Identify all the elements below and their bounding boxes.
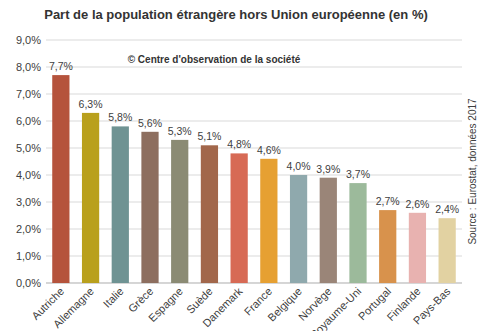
data-label: 7,7%	[49, 60, 73, 72]
y-tick-label: 1,0%	[16, 250, 41, 262]
y-tick-label: 5,0%	[16, 142, 41, 154]
data-label: 5,6%	[138, 117, 162, 129]
x-tick-label: Allemagne	[51, 285, 96, 330]
data-label: 6,3%	[79, 98, 103, 110]
data-label: 2,4%	[435, 203, 459, 215]
bar	[290, 175, 307, 283]
grid-line	[46, 175, 462, 176]
data-label: 4,0%	[287, 160, 311, 172]
grid-line	[46, 256, 462, 257]
x-tick-label: Pays-Bas	[411, 285, 453, 327]
bar	[439, 218, 456, 283]
data-label: 5,8%	[108, 111, 132, 123]
y-tick-label: 7,0%	[16, 88, 41, 100]
grid-line	[46, 148, 462, 149]
grid-line	[46, 229, 462, 230]
x-axis-line	[46, 283, 462, 284]
bar	[231, 153, 248, 283]
x-tick-label: Royaume-Uni	[307, 285, 363, 331]
watermark: © Centre d'observation de la société	[128, 54, 301, 65]
x-tick-label: Danemark	[200, 285, 245, 330]
bars	[52, 75, 456, 283]
data-label: 3,7%	[346, 168, 370, 180]
y-tick-label: 3,0%	[16, 196, 41, 208]
bar	[82, 113, 99, 283]
bar	[52, 75, 69, 283]
y-tick-label: 2,0%	[16, 223, 41, 235]
x-tick-label: Espagne	[146, 285, 185, 324]
data-label: 5,1%	[197, 130, 221, 142]
data-label: 2,7%	[376, 195, 400, 207]
bar	[260, 159, 277, 283]
data-label: 5,3%	[168, 125, 192, 137]
title: Part de la population étrangère hors Uni…	[44, 7, 428, 22]
y-tick-label: 6,0%	[16, 115, 41, 127]
data-label: 4,8%	[227, 138, 251, 150]
data-label: 2,6%	[405, 198, 429, 210]
bar	[349, 183, 366, 283]
bar	[320, 178, 337, 283]
source: Source : Eurostat, données 2017	[467, 98, 478, 245]
grid-line	[46, 94, 462, 95]
grid	[46, 40, 462, 283]
data-label: 3,9%	[316, 163, 340, 175]
x-tick-label: Italie	[101, 285, 126, 310]
y-tick-label: 0,0%	[16, 277, 41, 289]
bar	[201, 145, 218, 283]
chart: Part de la population étrangère hors Uni…	[0, 0, 485, 331]
bar	[409, 213, 426, 283]
bar	[171, 140, 188, 283]
y-tick-label: 4,0%	[16, 169, 41, 181]
y-tick-label: 8,0%	[16, 61, 41, 73]
data-label: 4,6%	[257, 144, 281, 156]
grid-line	[46, 283, 462, 284]
bar	[141, 132, 158, 283]
bar	[112, 126, 129, 283]
y-tick-label: 9,0%	[16, 34, 41, 46]
grid-line	[46, 40, 462, 41]
bar	[379, 210, 396, 283]
grid-line	[46, 67, 462, 68]
